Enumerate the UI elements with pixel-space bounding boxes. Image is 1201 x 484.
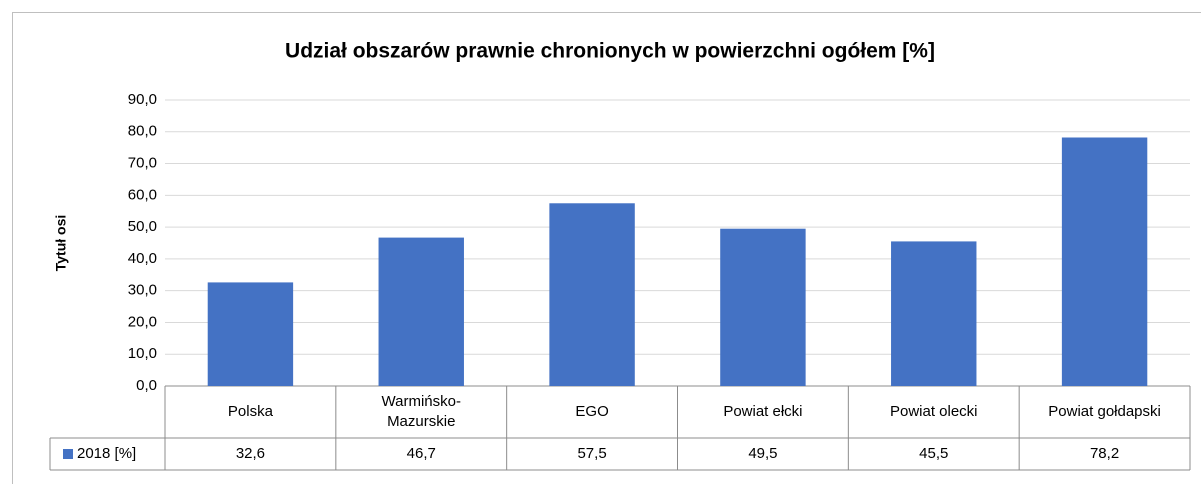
- legend-label: 2018 [%]: [77, 445, 136, 462]
- y-tick-label: 60,0: [128, 186, 157, 203]
- data-table-value: 32,6: [236, 445, 265, 462]
- x-tick-label: EGO: [575, 403, 609, 420]
- data-table-value: 45,5: [919, 445, 948, 462]
- data-table-value: 78,2: [1090, 445, 1119, 462]
- y-axis-title: Tytuł osi: [53, 215, 69, 272]
- legend-swatch: [63, 449, 73, 459]
- y-tick-label: 70,0: [128, 155, 157, 172]
- bar: [378, 237, 464, 386]
- x-tick-label: Polska: [227, 403, 273, 420]
- y-tick-label: 30,0: [128, 282, 157, 299]
- x-tick-label-box: Warmińsko-Mazurskie: [381, 393, 461, 430]
- x-tick-label-box: Powiat olecki: [889, 403, 978, 420]
- x-tick-label-box: Polska: [227, 403, 273, 420]
- y-tick-label: 10,0: [128, 345, 157, 362]
- bar: [1061, 137, 1148, 386]
- chart-title: Udział obszarów prawnie chronionych w po…: [285, 40, 935, 63]
- data-table-value: 46,7: [407, 445, 436, 462]
- x-tick-label: Powiat gołdapski: [1048, 403, 1161, 420]
- bar: [720, 228, 806, 386]
- data-table-value: 49,5: [748, 445, 777, 462]
- y-tick-label: 40,0: [128, 250, 157, 267]
- x-tick-label-box: EGO: [575, 403, 609, 420]
- x-tick-label: Powiat olecki: [889, 403, 978, 420]
- x-tick-label-box: Powiat gołdapski: [1048, 403, 1161, 420]
- bar: [549, 203, 635, 386]
- bar: [207, 282, 294, 386]
- y-tick-label: 90,0: [128, 91, 157, 108]
- data-table-value: 57,5: [577, 445, 606, 462]
- y-tick-label: 50,0: [128, 218, 157, 235]
- y-tick-label: 80,0: [128, 123, 157, 140]
- y-tick-label: 20,0: [128, 313, 157, 330]
- x-tick-label: Warmińsko-Mazurskie: [381, 393, 461, 430]
- y-tick-label: 0,0: [136, 377, 157, 394]
- bar: [891, 241, 977, 386]
- x-tick-label-box: Powiat ełcki: [723, 403, 803, 420]
- x-tick-label: Powiat ełcki: [723, 403, 803, 420]
